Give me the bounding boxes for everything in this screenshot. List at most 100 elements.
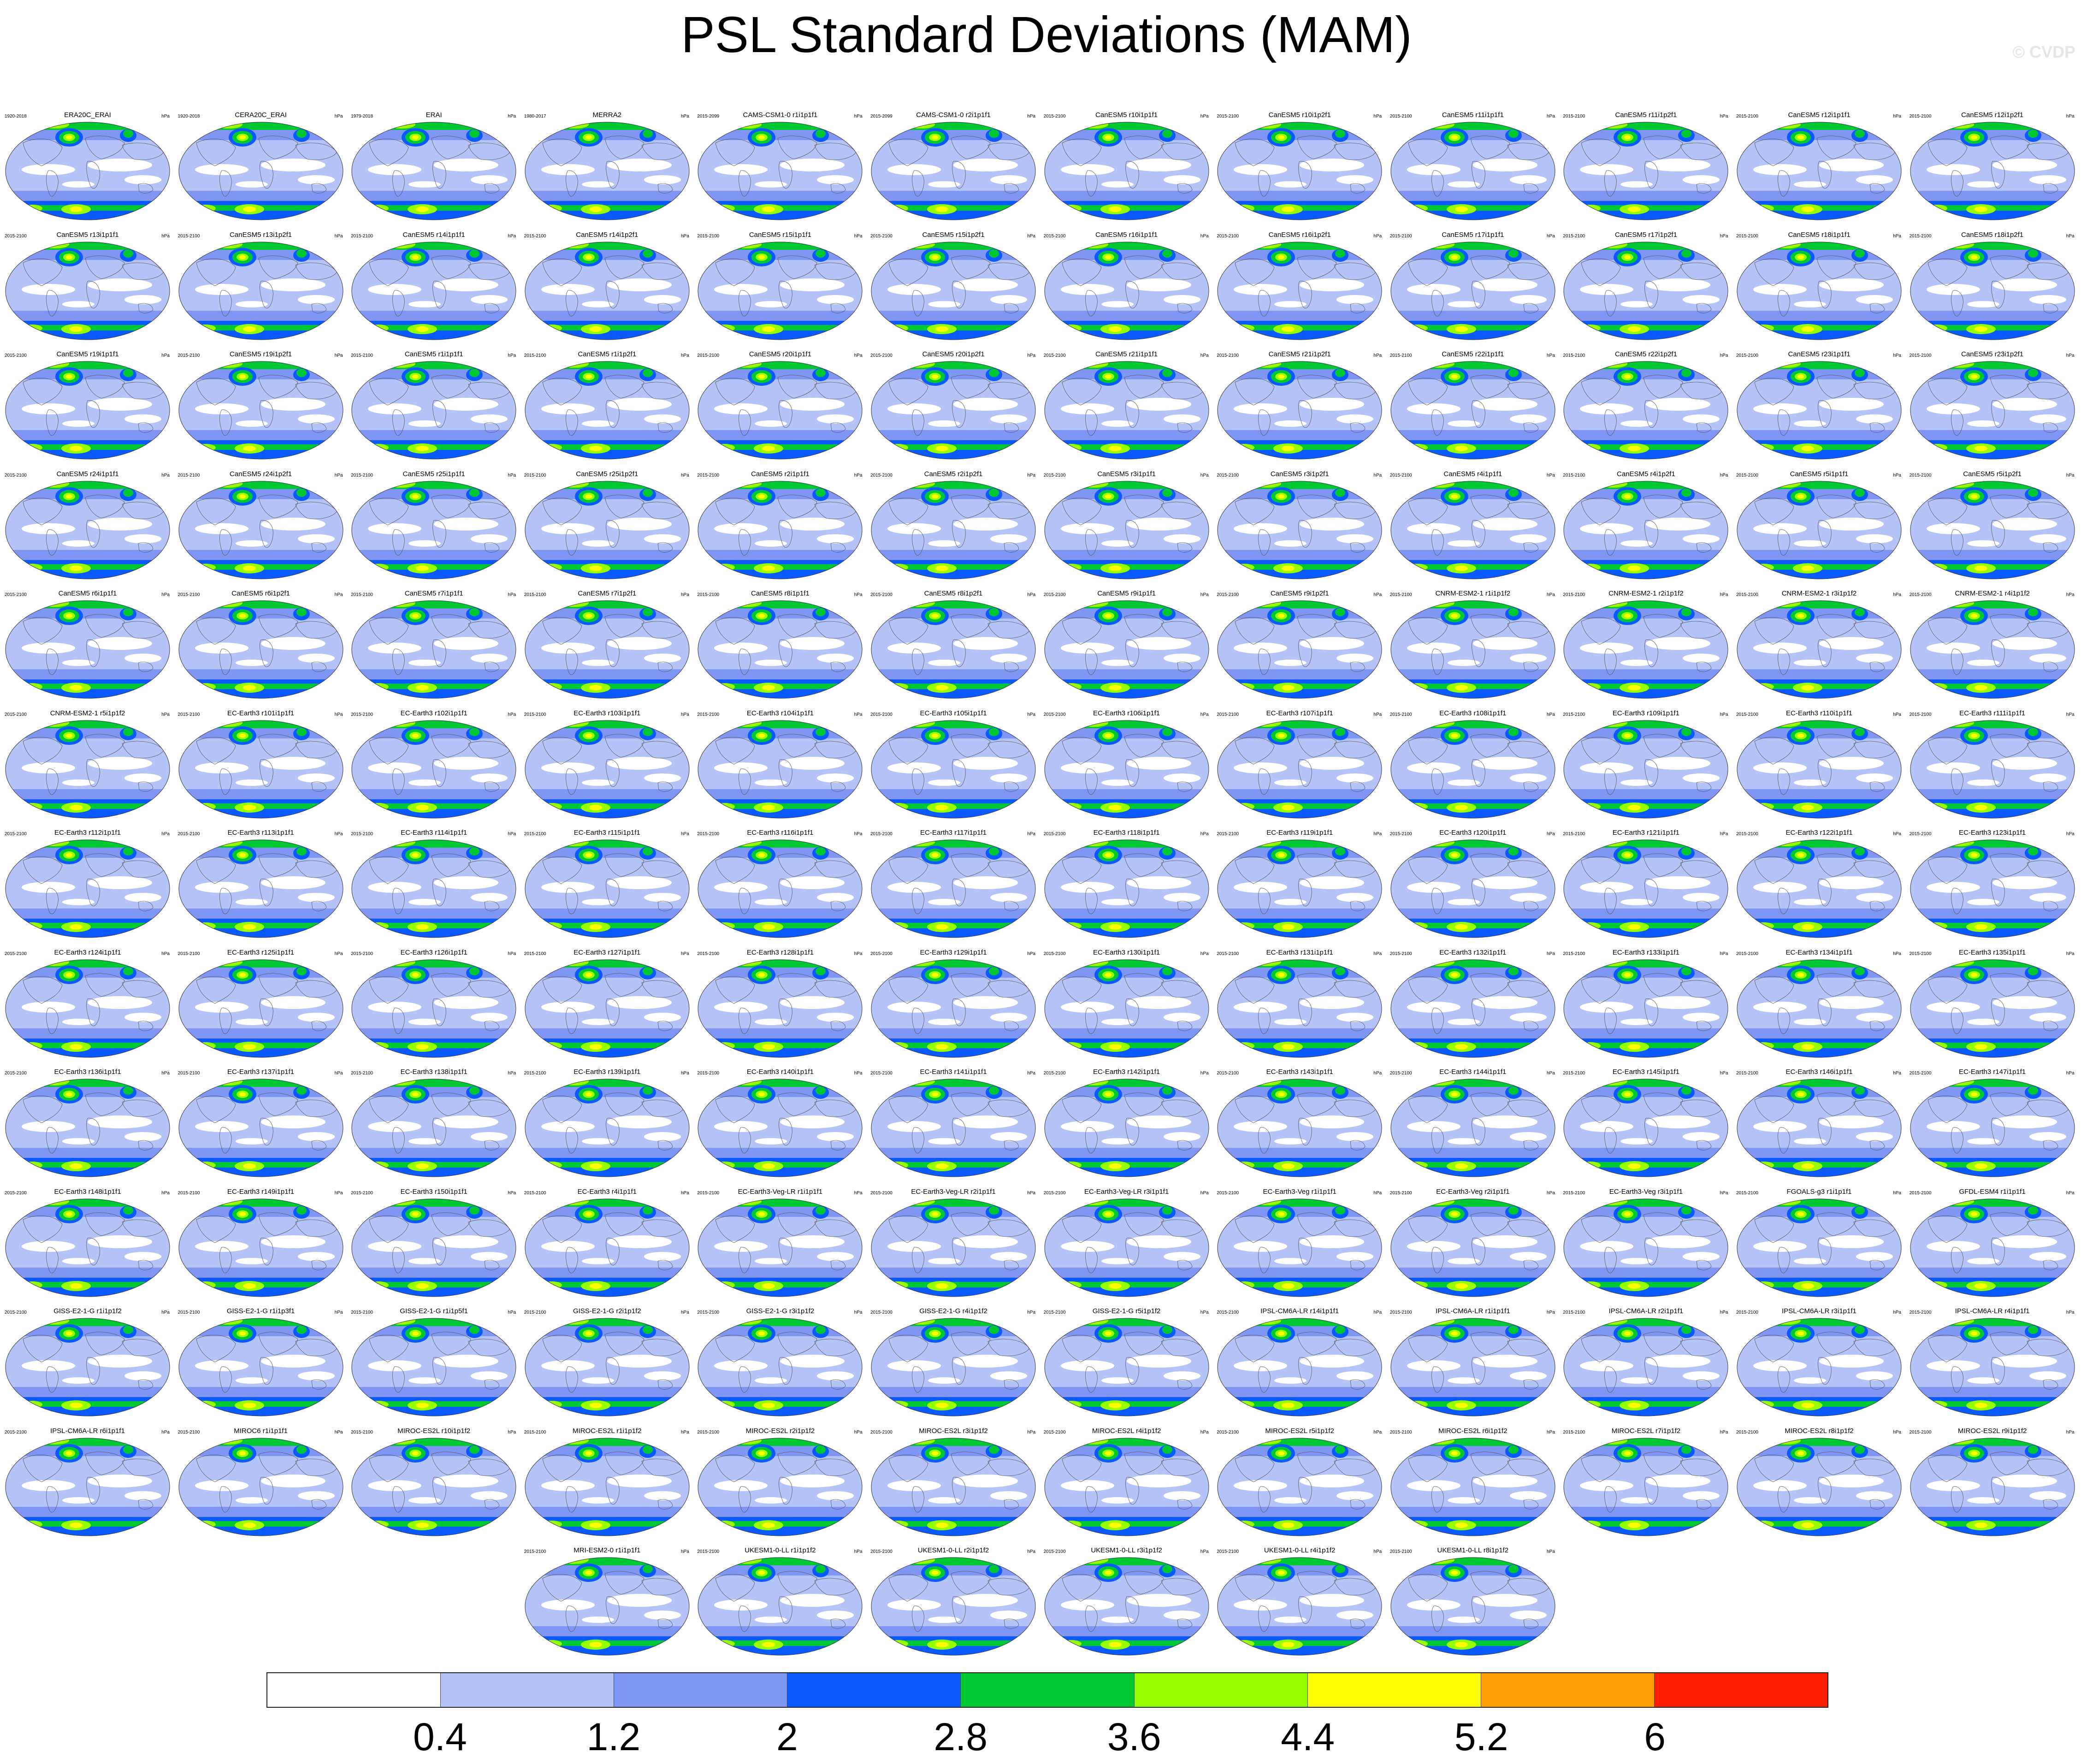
coastline [951,1092,991,1116]
coastline [46,1486,59,1512]
field-band-north [698,129,863,140]
map-panel: CERA20C_ERAI 1920-2018 hPa [178,111,344,222]
coastline [952,520,966,548]
field-sh-max [888,802,908,810]
field-sh-max [22,563,42,571]
field-band-north [1218,1445,1382,1456]
field-low-patch [817,295,854,304]
coastline [1258,529,1271,555]
field-sh-max [1234,922,1255,930]
field-npac-core [932,494,938,498]
field-arctic-max [131,242,155,249]
coastline [830,781,846,792]
field-natl [1335,1326,1346,1334]
map-frame [1217,959,1382,1057]
field-low-patch [1509,1371,1547,1381]
coastline [1696,422,1712,433]
map-panel: MIROC-ES2L r5i1p1f2 2015-2100 hPa [1217,1427,1383,1538]
coastline [779,281,792,308]
field-low-patch [1856,773,1893,783]
panel-title: EC-Earth3 r129i1p1f1 [920,948,987,956]
coastline [888,138,928,166]
map-panel: EC-Earth3-Veg r3i1p1f1 2015-2100 hPa [1563,1187,1729,1299]
field-arctic [525,1198,689,1207]
map-panel: CanESM5 r18i1p1f1 2015-2100 hPa [1736,230,1902,342]
field-natl [296,369,307,377]
panel-title: MIROC-ES2L r1i1p1f2 [573,1427,642,1435]
field-low-patch [1407,643,1460,654]
field-low-patch [541,283,595,295]
field-low-patch [581,899,614,905]
map-panel: CanESM5 r12i1p2f1 2015-2100 hPa [1910,111,2075,222]
field-arctic [1044,361,1209,369]
field-sh-core [762,1403,775,1408]
coastline [1235,138,1275,166]
field-sh-core [416,565,429,571]
coastline [657,1499,673,1510]
field-low-patch [780,1474,845,1487]
field-natl [989,249,999,258]
field-low-patch [368,1360,422,1371]
field-arctic-max [1253,1079,1282,1086]
field-sh-core [70,685,83,690]
coastline [542,737,582,764]
field-npac-core [585,1092,592,1097]
field-arctic-max [561,481,589,488]
map-plot [1217,1079,1382,1177]
coastline [951,494,991,518]
field-npac-core [1624,1331,1631,1336]
field-npac-core [412,374,419,379]
panel-title: CanESM5 r2i1p2f1 [924,470,983,478]
field-arctic-max [2035,1079,2060,1086]
coastline [138,901,154,911]
field-low-patch [1620,899,1653,905]
field-sh-max [1234,1640,1255,1647]
coastline [814,860,857,878]
coastline [1235,856,1275,884]
coastline [1350,1379,1366,1390]
coastline [1951,888,1963,914]
field-natl [2028,1206,2038,1215]
field-arctic-max [1600,959,1628,966]
field-sh-max [1754,1520,1774,1528]
coastline [1523,1618,1539,1629]
field-sh-core [242,1403,256,1408]
panel-unit: hPa [681,353,689,358]
field-arctic-max [1862,1318,1886,1325]
map-panel: CanESM5 r20i1p1f1 2015-2100 hPa [697,350,863,461]
coastline [565,1605,578,1632]
panel-title: EC-Earth3 r134i1p1f1 [1786,948,1853,956]
field-natl [1335,727,1346,736]
coastline [1991,1118,2005,1146]
field-low-patch [1060,1001,1114,1013]
field-band-north [178,847,343,858]
coastline [484,542,500,553]
panel-title: EC-Earth3 r111i1p1f1 [1959,709,2026,717]
coastline [1471,879,1485,907]
field-band-south [6,430,170,440]
field-arctic-max [1600,122,1628,129]
field-low-patch [1274,660,1307,666]
panel-years: 2015-2100 [1217,114,1239,119]
field-npac-core [66,1092,72,1097]
field-low-patch [644,1132,681,1141]
coastline [1818,1477,1832,1504]
field-band-south [1044,909,1209,919]
map-plot [5,1318,170,1416]
map-plot [1390,600,1555,699]
field-low-patch [1967,301,1999,307]
field-low-patch [1163,1611,1200,1620]
field-band-south [871,430,1035,440]
coastline [138,1260,154,1270]
field-band-south [1390,191,1555,201]
field-low-patch [22,523,75,534]
field-band-south [1218,191,1382,201]
field-low-patch [1163,414,1200,424]
map-panel: MIROC-ES2L r8i1p1f2 2015-2100 hPa [1736,1427,1902,1538]
field-low-patch [195,762,248,773]
field-low-patch [1274,420,1307,427]
map-panel: UKESM1-0-LL r4i1p1f2 2015-2100 hPa [1217,1546,1383,1658]
field-sh-core [589,206,602,212]
field-natl [2028,1326,2038,1334]
map-panel: EC-Earth3 r139i1p1f1 2015-2100 hPa [524,1068,690,1179]
